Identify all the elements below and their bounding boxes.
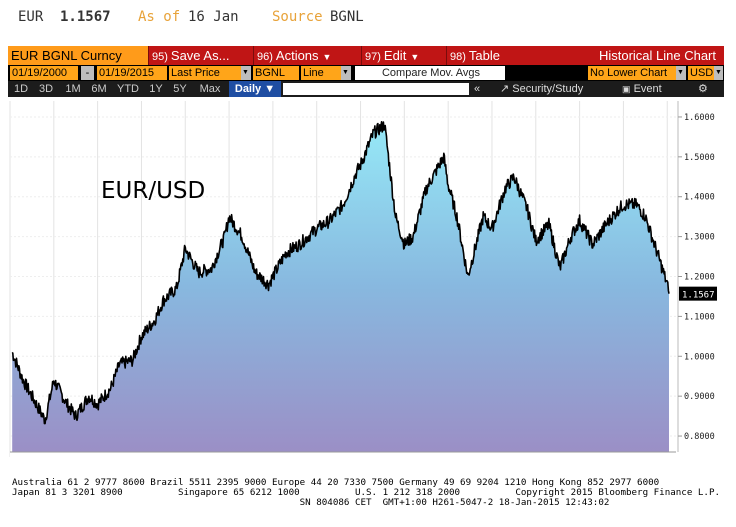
security-field[interactable]: EUR BGNL Curncy [8, 46, 148, 65]
period-1y[interactable]: 1Y [149, 83, 163, 95]
edit-number: 97) [365, 51, 381, 63]
chevron-down-icon: ▼ [410, 52, 420, 62]
source-value: BGNL [330, 9, 364, 25]
period-5y[interactable]: 5Y [173, 83, 187, 95]
frequency-label: Daily [234, 83, 262, 95]
footer-contacts: Australia 61 2 9777 8600 Brazil 5511 239… [0, 478, 736, 518]
collapse-icon[interactable]: « [474, 83, 481, 95]
price-chart[interactable]: 2000200120022003200420052006200720082009… [8, 97, 724, 457]
period-row: 1D 3D 1M 6M YTD 1Y 5Y Max Daily ▼ « ↗ Se… [8, 81, 724, 97]
save-as-label: Save As... [170, 48, 230, 63]
edit-label: Edit [383, 48, 407, 63]
chevron-down-icon[interactable]: ▼ [714, 66, 723, 80]
date-separator: - [81, 66, 94, 80]
start-date-field[interactable]: 01/19/2000 [10, 66, 78, 80]
y-tick-label: 1.6000 [684, 113, 715, 123]
gear-icon[interactable]: ⚙ [698, 83, 708, 95]
price-line [11, 121, 670, 425]
function-toolbar: EUR BGNL Curncy 95) Save As... 96) Actions… [8, 46, 724, 65]
table-button[interactable]: 98) Table [446, 46, 544, 65]
frequency-select[interactable]: Daily ▼ [229, 81, 281, 97]
chevron-down-icon[interactable]: ▼ [341, 66, 351, 80]
x-axis-band [10, 452, 676, 457]
compare-moving-averages[interactable]: Compare Mov. Avgs [355, 66, 505, 80]
chart-type-select[interactable]: Line [301, 66, 341, 80]
security-header: EUR 1.1567 As of 16 Jan Source BGNL [0, 0, 736, 38]
actions-menu-button[interactable]: 96) Actions ▼ [253, 46, 361, 65]
security-study-label: Security/Study [512, 83, 584, 95]
period-ytd[interactable]: YTD [117, 83, 139, 95]
chevron-down-icon[interactable]: ▼ [676, 66, 686, 80]
y-tick-label: 1.1000 [684, 312, 715, 322]
event-icon: ▣ [622, 84, 631, 94]
chart-function-title: Historical Line Chart [598, 48, 716, 63]
chevron-down-icon: ▼ [322, 52, 332, 62]
footer-line-2: Japan 81 3 3201 8900 Singapore 65 6212 1… [12, 487, 721, 498]
parameter-row: 01/19/2000 - 01/19/2015 Last Price ▼ BGN… [8, 65, 724, 81]
save-as-number: 95) [152, 51, 168, 63]
field-select[interactable]: Last Price [169, 66, 241, 80]
y-tick-label: 1.2000 [684, 273, 715, 283]
period-1d[interactable]: 1D [13, 83, 29, 95]
last-price-tag [679, 286, 717, 301]
table-number: 98) [450, 51, 466, 63]
edit-menu-button[interactable]: 97) Edit ▼ [361, 46, 446, 65]
chart-svg: 2000200120022003200420052006200720082009… [9, 101, 717, 457]
period-max[interactable]: Max [199, 83, 221, 95]
ticker-label: EUR [18, 9, 44, 25]
as-of-date: 16 Jan [188, 9, 239, 25]
chevron-down-icon[interactable]: ▼ [241, 66, 251, 80]
actions-number: 96) [257, 51, 273, 63]
y-tick-label: 0.8000 [684, 432, 715, 442]
y-tick-label: 1.4000 [684, 193, 715, 203]
actions-label: Actions [275, 48, 319, 63]
footer-line-3: SN 804086 CET GMT+1:00 H261-5047-2 18-Ja… [12, 497, 610, 508]
lower-chart-select[interactable]: No Lower Chart [588, 66, 676, 80]
y-tick-label: 1.0000 [684, 352, 715, 362]
period-1m[interactable]: 1M [65, 83, 81, 95]
source-select[interactable]: BGNL [253, 66, 299, 80]
period-3d[interactable]: 3D [38, 83, 54, 95]
security-study-button[interactable]: ↗ Security/Study [500, 81, 583, 97]
triangle-down-icon: ▼ [264, 83, 276, 95]
chart-title: EUR/USD [101, 178, 205, 204]
y-tick-label: 1.3000 [684, 233, 715, 243]
last-price: 1.1567 [60, 9, 111, 25]
line-chart-icon: ↗ [500, 83, 510, 95]
y-tick-label: 0.9000 [684, 392, 715, 402]
as-of-label: As of [138, 9, 181, 25]
security-search-input[interactable] [283, 83, 469, 95]
y-tick-label: 1.5000 [684, 153, 715, 163]
currency-select[interactable]: USD [688, 66, 714, 80]
price-area-fill [12, 121, 669, 453]
event-button[interactable]: ▣ Event [622, 81, 662, 97]
last-price-tag-label: 1.1567 [682, 291, 715, 301]
footer-line-1: Australia 61 2 9777 8600 Brazil 5511 239… [12, 477, 660, 488]
period-6m[interactable]: 6M [91, 83, 107, 95]
source-label: Source [272, 9, 323, 25]
table-label: Table [468, 48, 500, 63]
save-as-button[interactable]: 95) Save As... [148, 46, 253, 65]
event-label: Event [633, 83, 662, 95]
end-date-field[interactable]: 01/19/2015 [97, 66, 167, 80]
